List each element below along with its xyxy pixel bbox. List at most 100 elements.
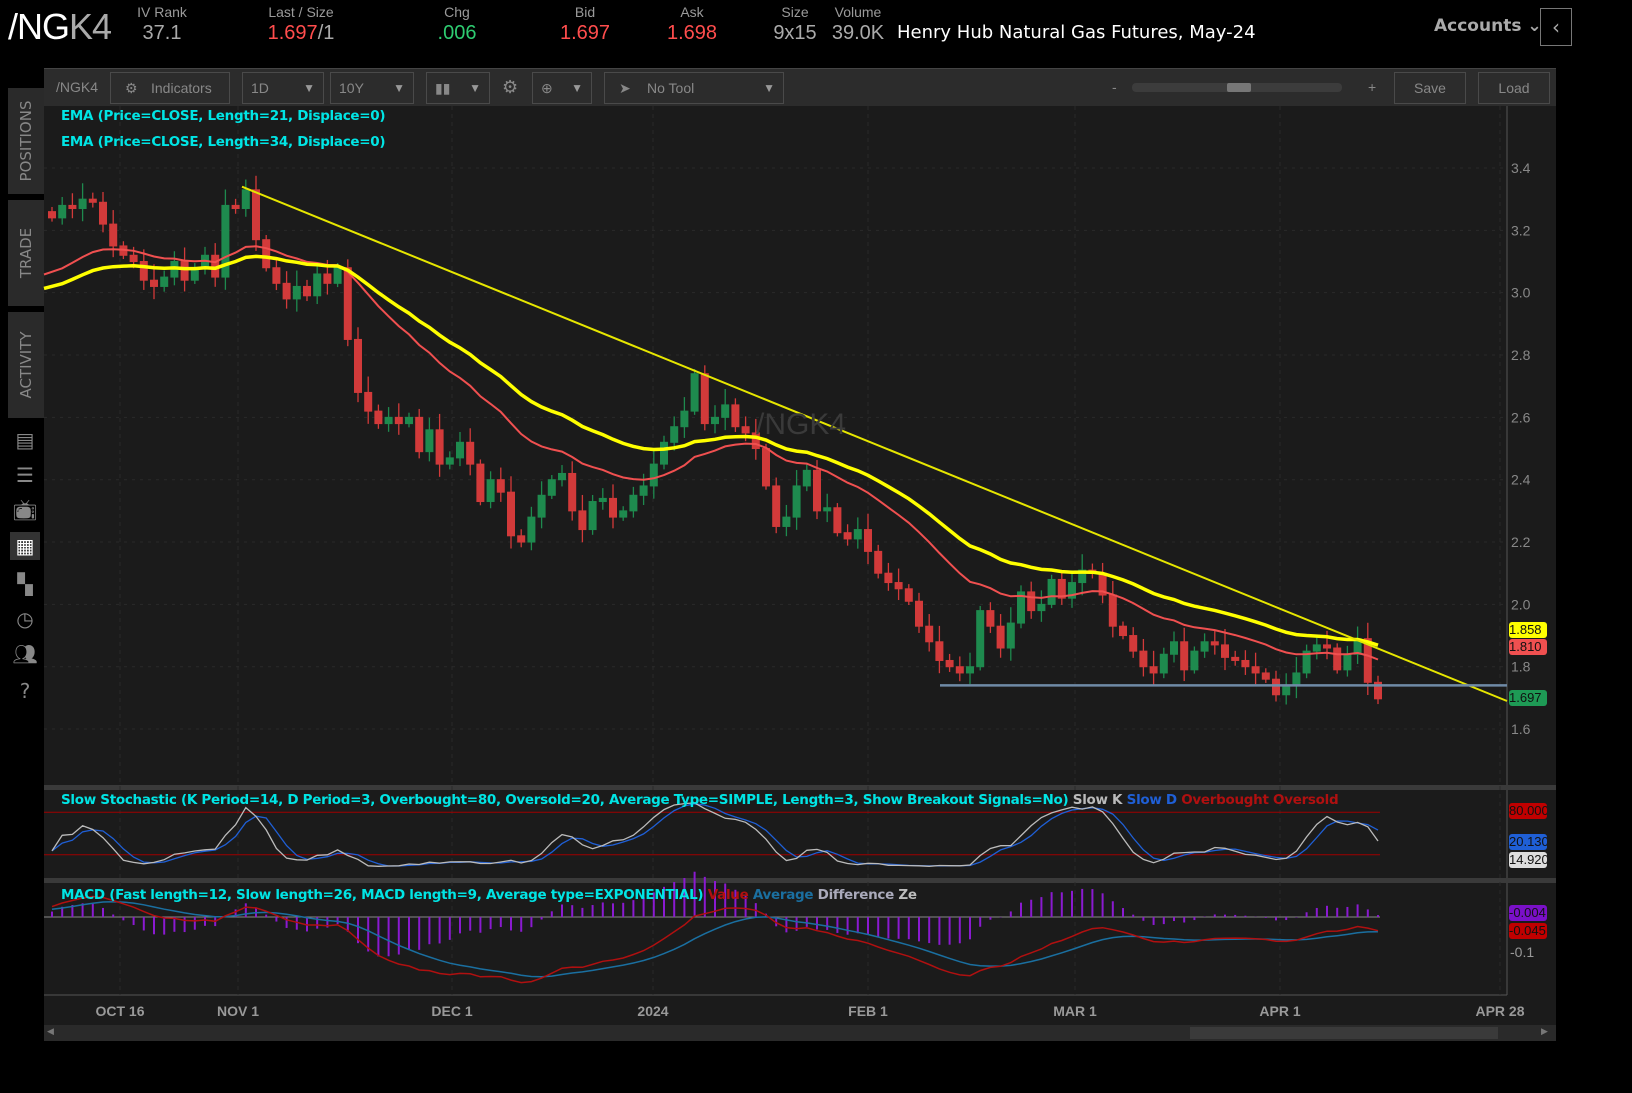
x-tick-label: OCT 16 [95,1003,145,1019]
candle-down [904,588,913,602]
candle-up [425,429,434,453]
candle-down [833,507,842,534]
tab-activity[interactable]: ACTIVITY [8,312,44,418]
candle-down [150,279,158,287]
save-button[interactable]: Save [1394,72,1466,104]
tv-icon[interactable]: 📺︎ [12,498,38,522]
candle-up [1017,591,1025,624]
dropdown-arrow-icon: ▼ [571,81,583,95]
candle-up [1159,653,1168,674]
quote-chg: Chg .006 [407,4,507,45]
chart-icon[interactable]: ▦ [10,532,40,560]
drawing-tool-select[interactable]: ➤ No Tool ▼ [604,72,784,104]
aggregation-select[interactable]: 1D ▼ [242,72,324,104]
candlestick-icon: ▮▮ [435,80,451,96]
help-icon[interactable]: ? [19,679,31,703]
timeframe-select[interactable]: 10Y ▼ [330,72,414,104]
y-tick-label: 2.8 [1511,347,1531,363]
x-tick-label: APR 1 [1259,1003,1301,1019]
chart-type-select[interactable]: ▮▮ ▼ [426,72,490,104]
stochastic-label: Slow Stochastic (K Period=14, D Period=3… [61,792,1339,808]
candle-down [1241,659,1250,668]
tab-trade[interactable]: TRADE [8,200,44,306]
candle-down [1057,578,1066,599]
candle-down [282,282,291,300]
candle-down [262,239,271,269]
settings-gear-icon[interactable]: ⚙ [502,77,519,97]
candle-down [741,426,750,434]
candle-down [68,204,77,210]
candle-up [456,441,464,459]
chevron-down-icon: ⌄ [1527,16,1542,36]
zoom-out-button[interactable]: - [1112,79,1117,95]
candle-up [782,516,791,527]
crosshair-select[interactable]: ⊕ ▼ [532,72,592,104]
people-icon[interactable]: 👥︎ [12,642,38,666]
quote-iv-rank: IV Rank 37.1 [112,4,212,45]
candle-up [629,494,638,512]
candle-down [894,582,903,590]
candle-down [1231,656,1240,661]
candle-down [252,189,260,241]
zoom-in-button[interactable]: + [1368,79,1377,95]
slow-d-label: 20.130 [1509,834,1547,850]
collapse-panel-button[interactable]: ‹ [1540,8,1572,46]
chart-toolbar: /NGK4 ⚙ Indicators 1D ▼ 10Y ▼ ▮▮ ▼ ⚙ ⊕ ▼ ➤ No … [44,68,1556,106]
grid-icon[interactable]: ▚ [17,572,33,596]
quote-value: 1.698 [666,22,718,44]
history-icon[interactable]: ◷ [16,607,34,631]
panel-divider [44,785,1556,790]
macd-average-line [51,900,1379,978]
candle-down [139,261,148,281]
x-tick-label: MAR 1 [1053,1003,1097,1019]
macd-label: MACD (Fast length=12, Slow length=26, MA… [61,887,917,903]
candle-up [486,479,495,503]
indicators-button[interactable]: ⚙ Indicators [110,72,230,104]
list-icon[interactable]: ☰ [16,463,34,487]
load-button[interactable]: Load [1478,72,1550,104]
accounts-menu[interactable]: Accounts ⌄ [1434,16,1542,36]
y-tick-label: 1.6 [1511,721,1531,737]
candle-down [1251,666,1260,674]
candle-up [1006,622,1015,649]
quote-label: Bid [574,4,596,20]
tab-positions[interactable]: POSITIONS [8,88,44,194]
quote-label: Ask [680,4,704,20]
candle-up [405,416,413,425]
x-tick-label: 2024 [637,1003,669,1019]
zoom-slider-thumb[interactable] [1226,83,1251,92]
x-tick-label: DEC 1 [431,1003,473,1019]
candle-down [496,479,505,493]
candle-up [58,204,67,219]
candle-down [945,659,954,668]
overbought-label: 80.000 [1509,803,1547,819]
trendline [241,185,1508,702]
scrollbar-thumb[interactable] [1190,1027,1498,1039]
candle-up [711,416,719,425]
scroll-left-icon[interactable]: ◀ [47,1027,54,1037]
pointer-icon: ➤ [619,80,631,96]
ema21-label: EMA (Price=CLOSE, Length=21, Displace=0) [61,108,386,124]
y-tick-label: 3.0 [1511,285,1531,301]
candle-up [660,441,668,465]
quote-value: .006 [437,22,477,44]
candle-down [1221,644,1229,658]
candle-down [1149,666,1158,674]
zoom-slider[interactable] [1132,83,1342,92]
candle-down [731,404,740,428]
y-tick-label: 2.4 [1511,472,1531,488]
ema34-label: EMA (Price=CLOSE, Length=34, Displace=0) [61,134,386,150]
candle-down [578,510,587,531]
x-tick-label: NOV 1 [216,1003,259,1019]
quote-bid: Bid 1.697 [535,4,635,45]
monitor-icon[interactable]: ▤ [15,428,35,452]
quote-value: 9x15 [773,22,817,44]
candle-down [986,610,995,627]
candle-down [935,641,944,661]
candle-down [751,432,760,450]
quote-value: 1.697/1 [267,22,335,44]
horizontal-scrollbar[interactable]: ◀ ▶ [44,1025,1556,1041]
scroll-right-icon[interactable]: ▶ [1541,1027,1548,1037]
candle-down [884,572,893,584]
